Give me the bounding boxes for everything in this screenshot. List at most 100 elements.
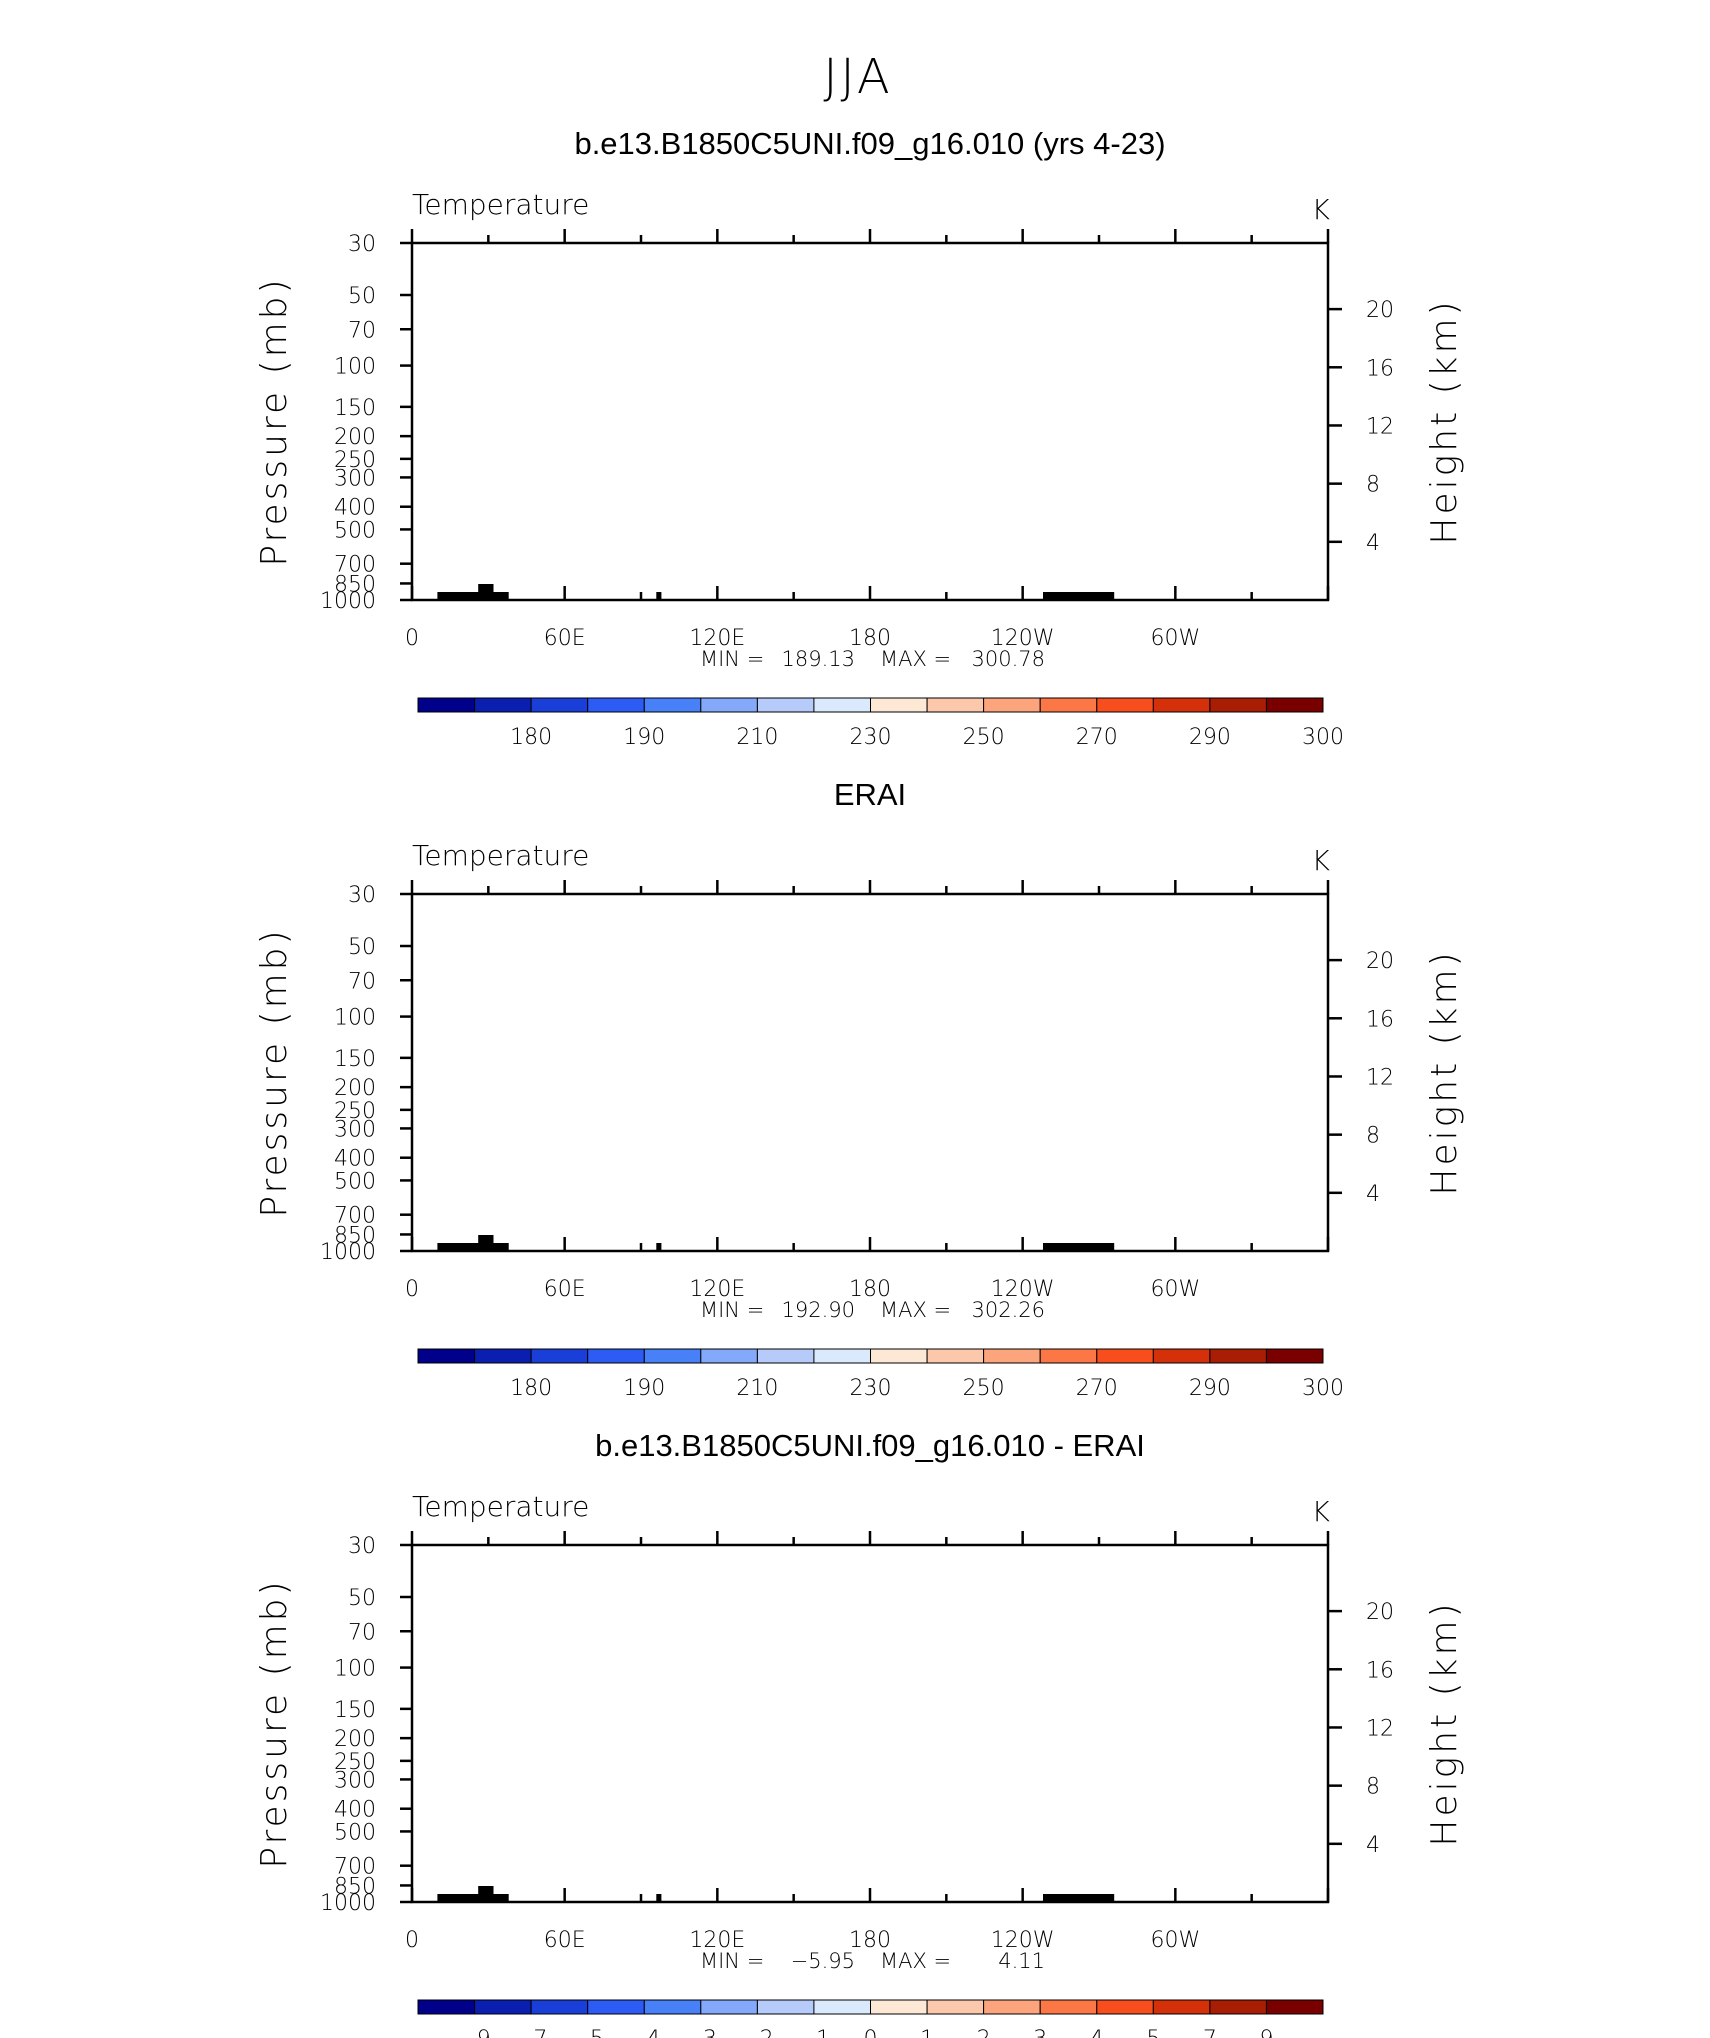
- topography: [437, 1894, 489, 1902]
- panel-subtitle-left: Temperature: [412, 839, 589, 872]
- y-right-tick-label: 8: [1366, 473, 1380, 498]
- contour-fill: [437, 584, 1115, 600]
- colorbar-swatch: [1209, 697, 1268, 713]
- colorbar-swatch: [926, 1999, 985, 2015]
- colorbar-label: 5: [1146, 2027, 1160, 2038]
- y-tick-label: 850: [334, 1874, 376, 1899]
- y-tick-label: 300: [334, 466, 376, 491]
- colorbar-label: −5: [571, 2027, 603, 2038]
- x-tick-label: 60W: [1150, 1928, 1200, 1953]
- colorbar-swatch: [983, 1348, 1041, 1364]
- colorbar-swatch: [587, 697, 645, 713]
- y-tick-label: 100: [334, 355, 376, 380]
- panel-title: b.e13.B1850C5UNI.f09_g16.010 (yrs 4-23): [574, 126, 1165, 161]
- contour-fill: [437, 1886, 1115, 1902]
- topography: [656, 1894, 662, 1902]
- colorbar-label: 210: [736, 725, 778, 750]
- colorbar-label: 9: [1259, 2027, 1273, 2038]
- min-value: 189.13: [782, 647, 855, 671]
- max-label: MAX =: [880, 1949, 951, 1973]
- colorbar-label: 4: [1090, 2027, 1104, 2038]
- y-right-tick-label: 8: [1366, 1775, 1380, 1800]
- colorbar-swatch: [587, 1999, 645, 2015]
- y-tick-label: 500: [334, 1169, 376, 1194]
- y-tick-label: 100: [334, 1006, 376, 1031]
- y-tick-label: 400: [334, 1147, 376, 1172]
- y-tick-label: 250: [334, 1750, 376, 1775]
- y-tick-label: 300: [334, 1768, 376, 1793]
- y-tick-label: 70: [348, 969, 376, 994]
- x-tick-label: 180: [849, 1928, 891, 1953]
- colorbar-label: 7: [1203, 2027, 1217, 2038]
- contour-fill: [437, 1235, 1115, 1251]
- x-tick-label: 120W: [991, 1277, 1055, 1302]
- y-tick-label: 200: [334, 1727, 376, 1752]
- min-label: MIN =: [700, 1949, 764, 1973]
- colorbar-swatch: [474, 697, 532, 713]
- topography: [656, 592, 662, 600]
- panel-2: ERAI Temperature K 0 60E 120E 180 120W 60W 30 50 70…: [254, 777, 1465, 1401]
- y-right-tick-label: 8: [1366, 1124, 1380, 1149]
- max-label: MAX =: [880, 1298, 951, 1322]
- colorbar-label: 210: [736, 1376, 778, 1401]
- colorbar-swatch: [1152, 697, 1211, 713]
- colorbar: −9 −7 −5 −4 −3 −2 −1 0 1 2 3 4 5 7 9: [417, 1999, 1324, 2038]
- colorbar-swatch: [926, 1348, 985, 1364]
- x-tick-label: 120E: [689, 1928, 745, 1953]
- min-label: MIN =: [700, 647, 764, 671]
- x-tick-label: 60W: [1150, 1277, 1200, 1302]
- colorbar-swatch: [643, 1999, 702, 2015]
- y-tick-label: 300: [334, 1117, 376, 1142]
- min-value: 192.90: [782, 1298, 855, 1322]
- colorbar-label: 250: [963, 1376, 1005, 1401]
- colorbar-swatch: [870, 697, 928, 713]
- x-tick-label: 60W: [1150, 626, 1200, 651]
- y-tick-label: 700: [334, 553, 376, 578]
- main-title: JJA: [823, 49, 892, 105]
- max-value: 4.11: [998, 1949, 1045, 1973]
- y-right-tick-label: 12: [1366, 414, 1394, 439]
- topography: [488, 1894, 509, 1902]
- y-tick-label: 500: [334, 518, 376, 543]
- colorbar-swatch: [756, 697, 815, 713]
- y-tick-label: 250: [334, 448, 376, 473]
- topography: [437, 592, 489, 600]
- y-tick-label: 150: [334, 1047, 376, 1072]
- topography: [478, 1886, 494, 1902]
- colorbar-swatch: [1209, 1999, 1268, 2015]
- panel-subtitle-left: Temperature: [412, 188, 589, 221]
- colorbar: 180 190 210 230 250 270 290 300: [417, 697, 1344, 750]
- colorbar-swatch: [700, 1999, 758, 2015]
- y-tick-label: 700: [334, 1204, 376, 1229]
- min-label: MIN =: [700, 1298, 764, 1322]
- max-label: MAX =: [880, 647, 951, 671]
- plot-frame: [410, 241, 1330, 602]
- y-tick-label: 200: [334, 1076, 376, 1101]
- colorbar-swatch: [870, 1348, 928, 1364]
- y-axis-title: Pressure (mb): [254, 927, 295, 1217]
- colorbar-swatch: [983, 1999, 1041, 2015]
- colorbar-swatch: [700, 697, 758, 713]
- y-right-tick-label: 16: [1366, 356, 1394, 381]
- colorbar-label: 290: [1189, 725, 1231, 750]
- colorbar-swatch: [870, 1999, 928, 2015]
- colorbar-label: 180: [510, 725, 552, 750]
- colorbar-swatch: [530, 697, 589, 713]
- y-tick-label: 850: [334, 572, 376, 597]
- colorbar-swatch: [1096, 1999, 1154, 2015]
- x-tick-label: 60E: [544, 626, 586, 651]
- panel-3: b.e13.B1850C5UNI.f09_g16.010 - ERAITempe…: [254, 1428, 1465, 2038]
- colorbar-swatch: [417, 1348, 476, 1364]
- y-right-tick-label: 4: [1366, 1833, 1380, 1858]
- colorbar-swatch: [1152, 1999, 1211, 2015]
- x-tick-label: 180: [849, 1277, 891, 1302]
- y-right-tick-label: 16: [1366, 1007, 1394, 1032]
- y-tick-label: 200: [334, 425, 376, 450]
- x-tick-label: 0: [405, 1928, 419, 1953]
- colorbar-swatch: [813, 697, 872, 713]
- colorbar-label: 0: [864, 2027, 878, 2038]
- y-tick-label: 1000: [320, 1891, 376, 1916]
- max-value: 302.26: [972, 1298, 1045, 1322]
- colorbar-label: −9: [458, 2027, 490, 2038]
- y-right-tick-label: 12: [1366, 1716, 1394, 1741]
